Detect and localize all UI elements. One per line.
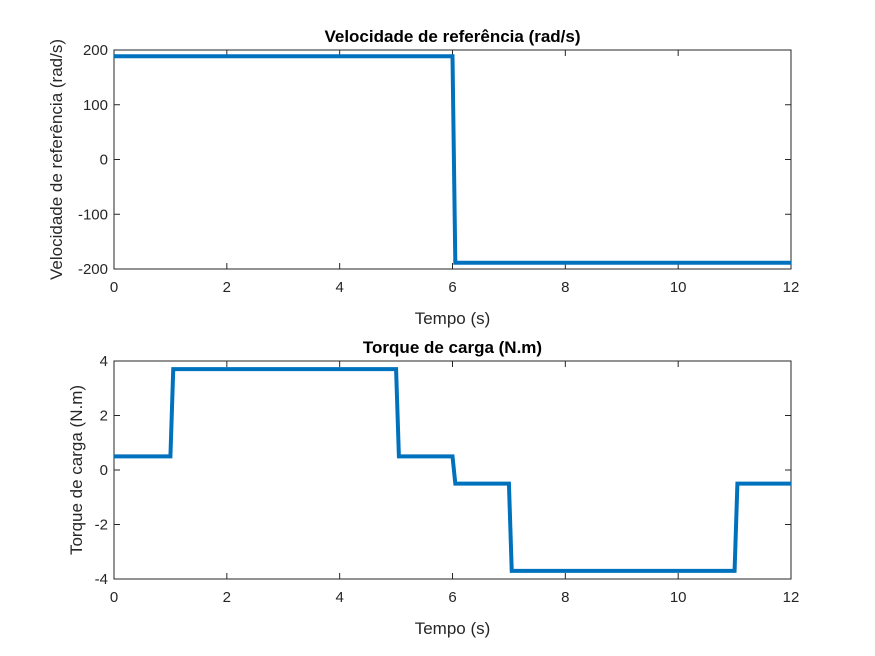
torque-x-tick-label: 4 bbox=[335, 589, 343, 606]
velocity-x-tick-label: 10 bbox=[670, 279, 687, 296]
velocity-x-tick-label: 2 bbox=[223, 279, 231, 296]
velocity-y-tick-label: 200 bbox=[83, 42, 108, 59]
velocity-y-tick-label: 100 bbox=[83, 97, 108, 114]
velocity-x-tick-label: 6 bbox=[448, 279, 456, 296]
torque-chart-title: Torque de carga (N.m) bbox=[363, 338, 542, 357]
torque-x-tick-label: 10 bbox=[670, 589, 687, 606]
velocity-x-tick-label: 8 bbox=[561, 279, 569, 296]
velocity-x-tick-label: 0 bbox=[110, 279, 118, 296]
velocity-y-tick-label: -200 bbox=[78, 261, 108, 278]
velocity-chart-title: Velocidade de referência (rad/s) bbox=[324, 27, 580, 46]
torque-x-tick-label: 8 bbox=[561, 589, 569, 606]
torque-y-tick-label: 0 bbox=[100, 462, 108, 479]
torque-y-tick-label: 4 bbox=[100, 353, 108, 370]
velocity-y-tick-label: -100 bbox=[78, 206, 108, 223]
velocity-x-tick-label: 4 bbox=[335, 279, 343, 296]
velocity-reference-axes: 0 2 4 6 8 10 12 -200 -100 0 100 200 Velocidade de re… bbox=[47, 27, 799, 328]
torque-x-tick-label: 2 bbox=[223, 589, 231, 606]
torque-y-tick-label: 2 bbox=[100, 408, 108, 425]
torque-y-axis-label: Torque de carga (N.m) bbox=[67, 385, 86, 555]
torque-x-tick-label: 0 bbox=[110, 589, 118, 606]
torque-series-line bbox=[114, 367, 791, 573]
torque-y-tick-label: -4 bbox=[95, 571, 108, 588]
velocity-y-tick-label: 0 bbox=[100, 152, 108, 169]
load-torque-axes: 0 2 4 6 8 10 12 -4 -2 0 2 4 Torque de carga (N.m) Tem… bbox=[67, 338, 799, 638]
torque-x-tick-label: 6 bbox=[448, 589, 456, 606]
torque-y-tick-label: -2 bbox=[95, 517, 108, 534]
torque-x-tick-label: 12 bbox=[783, 589, 800, 606]
velocity-x-axis-label: Tempo (s) bbox=[415, 309, 491, 328]
velocity-series-line bbox=[114, 54, 791, 265]
velocity-y-axis-label: Velocidade de referência (rad/s) bbox=[47, 39, 66, 280]
torque-x-axis-label: Tempo (s) bbox=[415, 619, 491, 638]
velocity-x-tick-label: 12 bbox=[783, 279, 800, 296]
